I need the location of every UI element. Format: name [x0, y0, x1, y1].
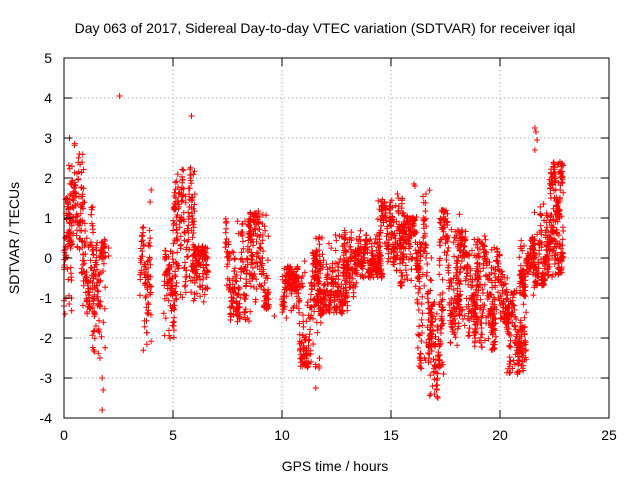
- x-tick-label: 5: [169, 427, 177, 443]
- y-tick-label: 5: [44, 50, 52, 66]
- y-tick-label: 2: [44, 170, 52, 186]
- x-tick-label: 15: [383, 427, 399, 443]
- chart-title: Day 063 of 2017, Sidereal Day-to-day VTE…: [75, 20, 576, 36]
- y-tick-label: -1: [40, 290, 53, 306]
- y-tick-label: -4: [40, 410, 53, 426]
- y-tick-label: 1: [44, 210, 52, 226]
- y-tick-label: -3: [40, 370, 53, 386]
- y-tick-label: -2: [40, 330, 53, 346]
- x-tick-label: 20: [492, 427, 508, 443]
- x-tick-label: 25: [601, 427, 617, 443]
- x-axis-label: GPS time / hours: [282, 458, 389, 474]
- y-tick-label: 0: [44, 250, 52, 266]
- x-tick-label: 10: [274, 427, 290, 443]
- axis-ticks: -4 -3 -2 -1 0 1 2 3 4 5 0 5 10 15 20 25: [40, 50, 617, 443]
- y-tick-label: 4: [44, 90, 52, 106]
- y-axis-label: SDTVAR / TECUs: [6, 182, 22, 294]
- plot-frame: [63, 57, 610, 419]
- x-tick-label: 0: [60, 427, 68, 443]
- y-tick-label: 3: [44, 130, 52, 146]
